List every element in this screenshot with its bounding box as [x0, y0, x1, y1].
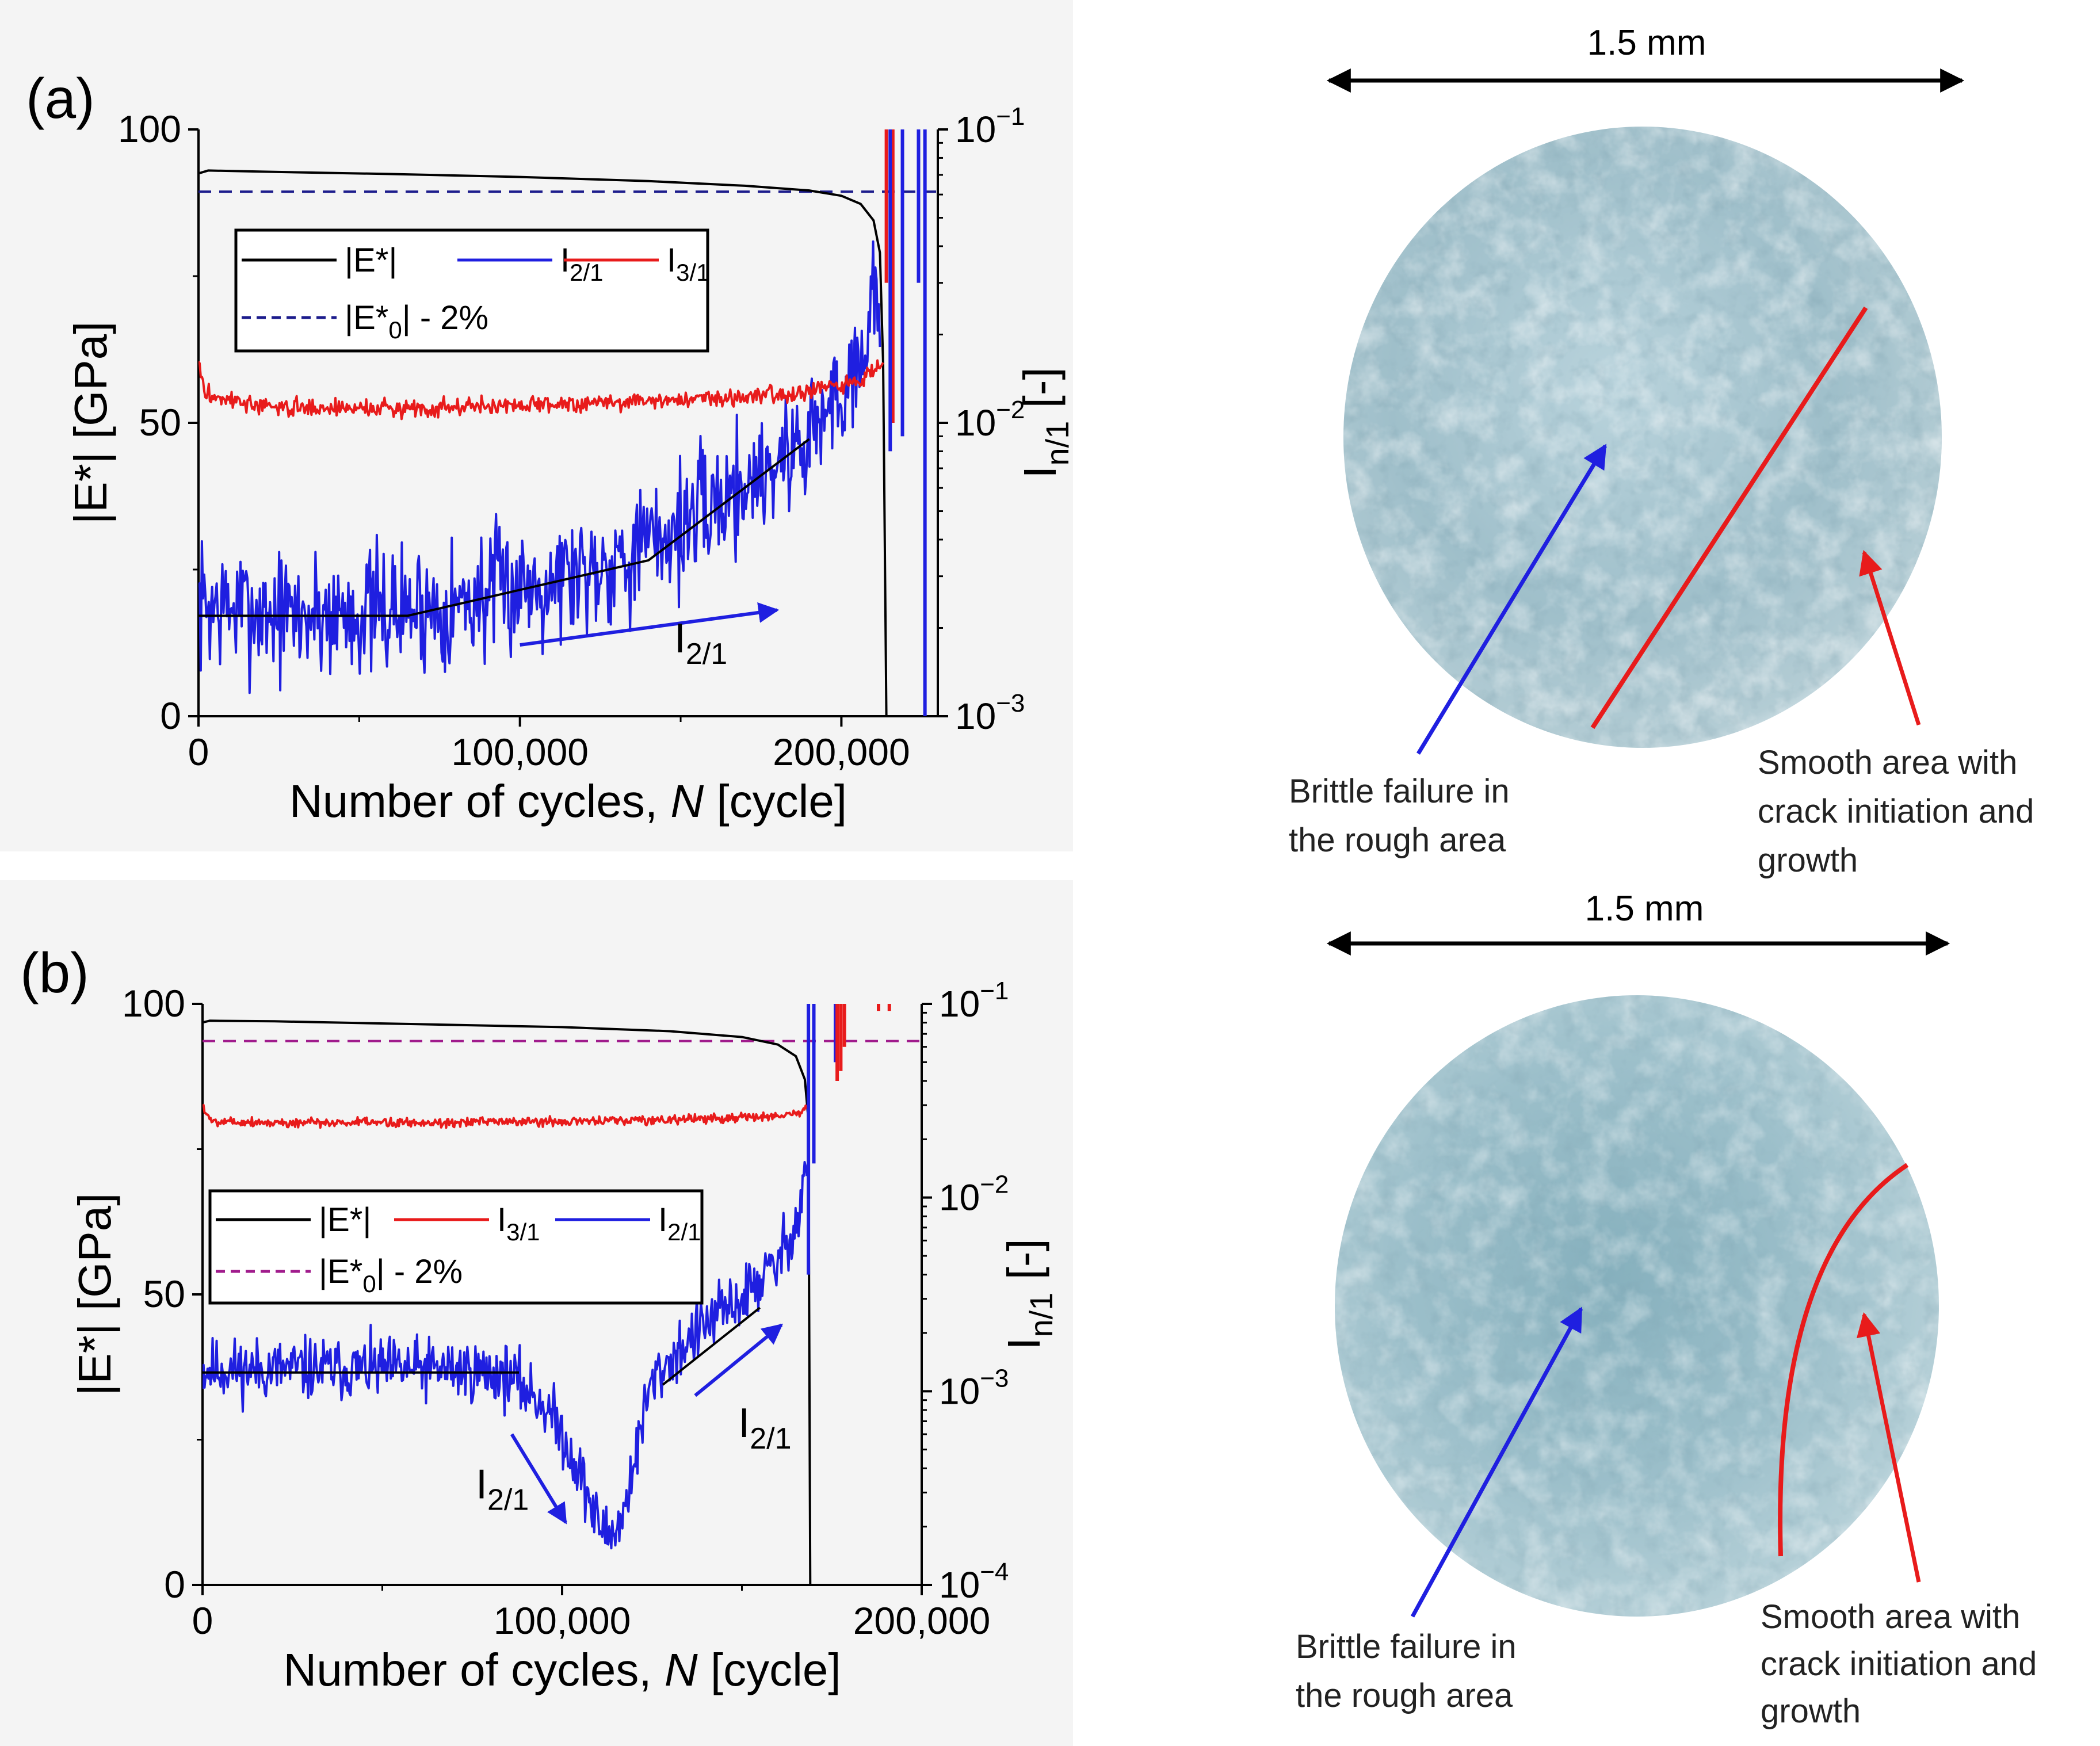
- chart-b-trend-arrow: [510, 1433, 567, 1525]
- smooth-label-b: Smooth area with crack initiation and gr…: [1761, 1598, 2046, 1730]
- chart-a-y-tick-label-right: 10−2: [955, 396, 1025, 444]
- chart-b-x-tick-label: 100,000: [494, 1599, 631, 1642]
- chart-b-x-tick-label: 0: [192, 1599, 213, 1642]
- chart-b-y-tick-label-right: 10−2: [939, 1171, 1009, 1218]
- chart-b-legend-label-i31: I3/1: [497, 1201, 540, 1245]
- chart-b-x-tick-label: 200,000: [853, 1599, 991, 1642]
- scale-label-b: 1.5 mm: [1585, 889, 1704, 929]
- chart-b-series: [203, 1004, 922, 1585]
- chart-b-overlay: I2/1 I2/1: [476, 1323, 792, 1525]
- chart-a-legend-label-eref: |E*0| - 2%: [345, 299, 488, 343]
- chart-b-y-tick-label-left: 100: [122, 982, 185, 1025]
- chart-b-legend-label-i21: I2/1: [658, 1201, 701, 1245]
- chart-a-series--e: [198, 169, 888, 716]
- chart-a-series-i2-1-trend: [198, 438, 810, 617]
- chart-a-x-axis-label: Number of cycles, N [cycle]: [289, 775, 847, 827]
- chart-b-x-axis-label: Number of cycles, N [cycle]: [283, 1644, 841, 1695]
- rough-area-arrow-a: [1416, 444, 1607, 755]
- smooth-label-a: Smooth area with crack initiation and gr…: [1758, 744, 2044, 879]
- brittle-label-b: Brittle failure in the rough area: [1296, 1628, 1526, 1714]
- fracture-texture-a: [1343, 127, 1942, 748]
- chart-a-legend-label-e: |E*|: [345, 242, 397, 279]
- scale-label-a: 1.5 mm: [1587, 23, 1706, 63]
- chart-b: (b) 0 100,000 200,000 0 50 100 10−1 10−2 10−3 10−…: [20, 941, 1059, 1695]
- chart-b-annotation: I2/1: [738, 1400, 791, 1455]
- smooth-area-arrow-b: [1856, 1312, 1921, 1583]
- brittle-label-a: Brittle failure in the rough area: [1289, 773, 1519, 859]
- chart-a-trend-arrow: [520, 602, 780, 647]
- chart-b-y-axis-label-left: |E*| [GPa]: [69, 1193, 120, 1396]
- chart-b-y-tick-label-left: 50: [143, 1273, 185, 1315]
- chart-a-legend-label-i31: I3/1: [667, 242, 710, 286]
- chart-a-y-axis-label-left: |E*| [GPa]: [65, 322, 116, 525]
- photo-a: 1.5 mm Brittle failure in the rough area…: [1289, 23, 2044, 879]
- chart-b-series--e: [203, 1019, 812, 1585]
- chart-b-legend-box: [208, 1189, 704, 1305]
- chart-a-y-tick-label-left: 100: [118, 108, 181, 150]
- chart-b-series-i2-1-trend-2: [662, 1306, 761, 1386]
- fracture-texture-b: [1335, 995, 1939, 1617]
- chart-a-overlay: I2/1: [520, 602, 780, 671]
- photo-b: 1.5 mm Brittle failure in the rough area…: [1296, 889, 2046, 1730]
- chart-a: (a) 0 100,000 200,000 0 50 100 10−1 10−2 10−3 Num…: [26, 67, 1075, 827]
- chart-a-x-tick-label: 100,000: [451, 731, 589, 773]
- chart-a-legend-label-i21: I2/1: [560, 242, 604, 286]
- chart-a-y-axis-label-right: In/1 [-]: [1014, 367, 1075, 478]
- chart-b-y-tick-label-right: 10−4: [939, 1558, 1009, 1606]
- smooth-area-arrow-a: [1859, 549, 1921, 726]
- chart-b-series-i2-1: [203, 1161, 808, 1550]
- chart-b-y-tick-label-left: 0: [164, 1563, 185, 1606]
- chart-a-axes: 0 100,000 200,000 0 50 100 10−1 10−2 10−3 Number …: [65, 102, 1075, 827]
- chart-b-trend-arrow: [694, 1323, 784, 1397]
- rough-area-arrow-b: [1410, 1306, 1583, 1618]
- crack-front-arc-b: [1778, 1163, 1909, 1557]
- chart-b-legend-label-e: |E*|: [319, 1201, 371, 1239]
- chart-a-y-tick-label-right: 10−1: [955, 102, 1025, 150]
- panel-a-label: (a): [26, 67, 95, 130]
- chart-a-legend: |E*| I2/1 I3/1 |E*0| - 2%: [234, 228, 710, 353]
- chart-b-y-tick-label-right: 10−3: [939, 1364, 1009, 1412]
- chart-a-y-tick-label-left: 50: [139, 401, 181, 444]
- chart-b-series-i3-1: [203, 1103, 808, 1129]
- panel-b-background: [0, 880, 1073, 1746]
- chart-b-y-tick-label-right: 10−1: [939, 977, 1009, 1025]
- panel-b-label: (b): [20, 941, 89, 1004]
- chart-a-series: [198, 129, 938, 716]
- chart-b-axes: 0 100,000 200,000 0 50 100 10−1 10−2 10−3 10−4 Num…: [69, 977, 1059, 1695]
- chart-a-y-tick-label-right: 10−3: [955, 689, 1025, 737]
- chart-b-annotation: I2/1: [476, 1461, 529, 1516]
- crack-front-line-a: [1590, 306, 1868, 729]
- chart-b-legend: |E*| I3/1 I2/1 |E*0| - 2%: [208, 1189, 704, 1305]
- chart-a-series-i2-1: [198, 240, 881, 694]
- chart-a-y-tick-label-left: 0: [160, 694, 181, 737]
- chart-a-legend-box: [234, 228, 709, 353]
- chart-a-series-i3-1: [198, 359, 884, 421]
- chart-a-x-tick-label: 0: [188, 731, 209, 773]
- chart-b-y-axis-label-right: In/1 [-]: [998, 1239, 1059, 1350]
- chart-b-legend-label-eref: |E*0| - 2%: [319, 1253, 463, 1297]
- chart-a-annotation: I2/1: [674, 616, 727, 671]
- chart-a-x-tick-label: 200,000: [773, 731, 910, 773]
